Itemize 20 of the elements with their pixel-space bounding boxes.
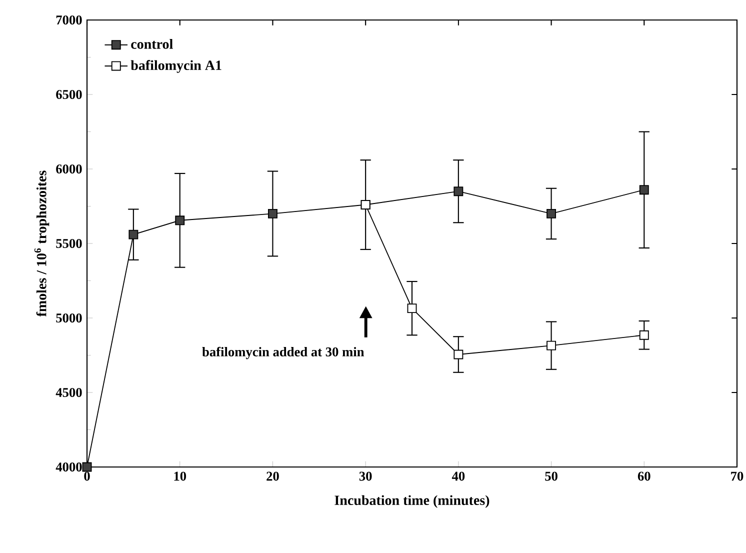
x-axis-title: Incubation time (minutes)	[334, 495, 490, 508]
legend-label: bafilomycin A1	[130, 60, 222, 73]
x-tick-label: 60	[638, 472, 650, 481]
legend-label: control	[131, 39, 173, 49]
y-tick-label: 4500	[56, 388, 82, 397]
y-tick-label: 4000	[56, 462, 82, 472]
x-tick-label: 50	[545, 472, 558, 481]
y-tick-label: 7000	[56, 16, 82, 24]
x-tick-label: 10	[174, 472, 186, 481]
y-axis-title: fmoles / 10$^{6}$ trophozoites	[34, 170, 50, 317]
x-tick-label: 20	[266, 472, 279, 481]
y-tick-label: 6500	[56, 90, 82, 99]
x-tick-label: 40	[452, 472, 465, 481]
annotation: bafilomycin added at 30 min	[202, 346, 364, 360]
x-tick-label: 30	[359, 472, 372, 481]
y-tick-label: 5000	[56, 313, 82, 322]
x-tick-label: 0	[84, 472, 90, 481]
y-tick-label: 5500	[56, 238, 82, 248]
y-tick-label: 6000	[56, 164, 82, 174]
x-tick-label: 70	[731, 472, 744, 481]
